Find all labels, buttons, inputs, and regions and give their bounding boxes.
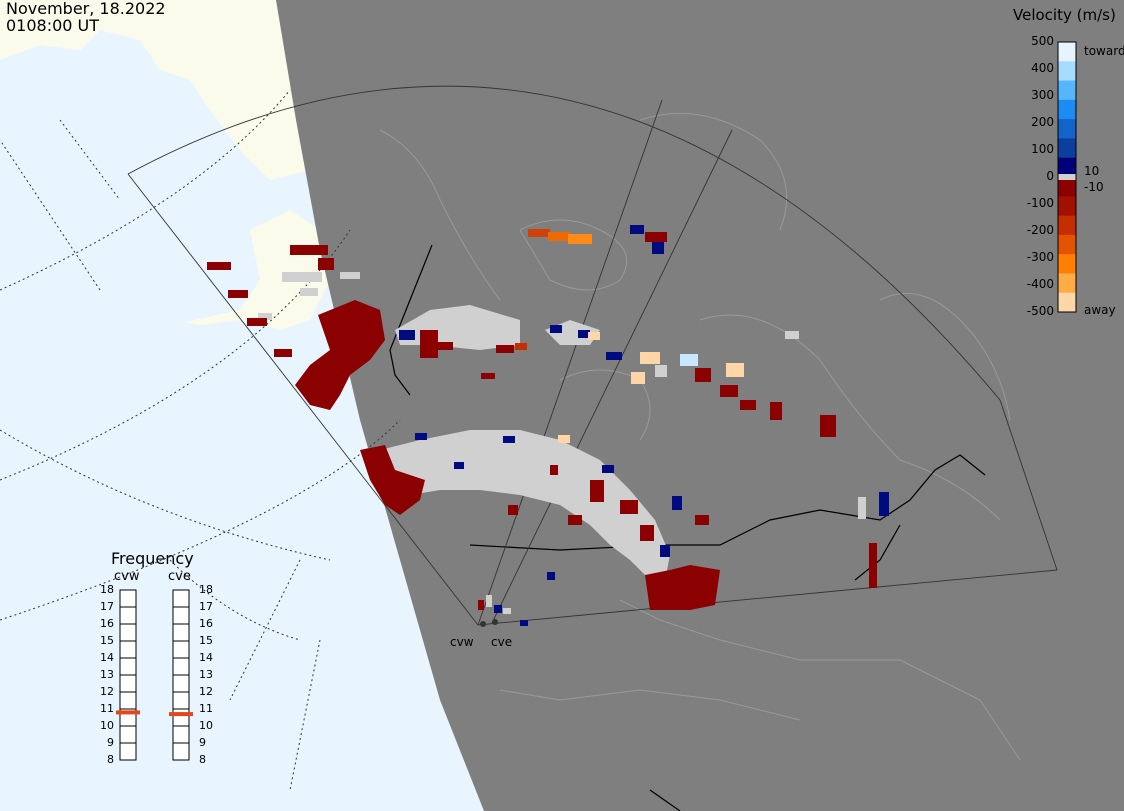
radar-name-cvw: cvw — [114, 569, 140, 584]
frequency-cell — [172, 606, 190, 625]
velocity-color-band — [1058, 273, 1076, 294]
frequency-tick-label: 10 — [199, 719, 213, 732]
frequency-cell — [172, 674, 190, 693]
frequency-tick-label: 15 — [199, 634, 213, 647]
velocity-zero-band — [1058, 174, 1076, 180]
inner-tick-10: 10 — [1084, 164, 1100, 178]
time-label: 0108:00 UT — [6, 16, 100, 35]
velocity-tick-label: 0 — [1046, 169, 1054, 183]
velocity-tick-label: 200 — [1031, 115, 1054, 129]
frequency-cell — [172, 589, 190, 608]
frequency-cell — [172, 640, 190, 659]
velocity-tick-label: 500 — [1031, 34, 1054, 48]
away-label: away — [1084, 303, 1116, 317]
day-land-alaska — [0, 0, 310, 180]
frequency-cell — [119, 725, 137, 744]
velocity-color-band — [1058, 177, 1076, 197]
frequency-tick-label: 12 — [100, 685, 114, 698]
frequency-cell — [119, 623, 137, 642]
velocity-color-band — [1058, 196, 1076, 217]
frequency-cell — [119, 742, 137, 761]
velocity-tick-label: -400 — [1026, 277, 1054, 291]
near-range-scatter — [478, 595, 511, 614]
velocity-color-band — [1058, 234, 1076, 255]
frequency-tick-label: 16 — [199, 617, 213, 630]
frequency-tick-label: 13 — [199, 668, 213, 681]
scatter-blue — [399, 225, 889, 626]
frequency-tick-label: 13 — [100, 668, 114, 681]
velocity-tick-label: 400 — [1031, 61, 1054, 75]
velocity-color-band — [1058, 119, 1076, 139]
frequency-tick-label: 14 — [100, 651, 114, 664]
site-marker-cvw — [480, 621, 486, 627]
frequency-tick-label: 15 — [100, 634, 114, 647]
velocity-tick-label: -300 — [1026, 250, 1054, 264]
inner-tick-minus10: -10 — [1084, 180, 1104, 194]
frequency-cell — [172, 691, 190, 710]
site-label-cvw: cvw — [450, 635, 474, 649]
date-label: November, 18.2022 — [6, 0, 166, 18]
frequency-cell — [119, 691, 137, 710]
frequency-cell — [172, 623, 190, 642]
velocity-color-band — [1058, 42, 1076, 62]
velocity-tick-label: -500 — [1026, 304, 1054, 318]
site-label-cve: cve — [491, 635, 513, 649]
frequency-tick-label: 16 — [100, 617, 114, 630]
frequency-tick-label: 18 — [199, 583, 213, 596]
frequency-tick-label: 12 — [199, 685, 213, 698]
frequency-cell — [172, 725, 190, 744]
frequency-cell — [119, 640, 137, 659]
velocity-color-band — [1058, 80, 1076, 101]
day-land-alaska-south — [185, 210, 330, 330]
coastlines — [379, 112, 1021, 761]
frequency-cell — [119, 657, 137, 676]
frequency-tick-label: 10 — [100, 719, 114, 732]
site-marker-cve — [492, 619, 498, 625]
night-region — [276, 0, 1124, 811]
frequency-tick-label: 9 — [107, 736, 114, 749]
scatter-pale — [558, 332, 744, 443]
velocity-color-band — [1058, 157, 1076, 178]
radar-name-cve: cve — [168, 569, 191, 584]
frequency-tick-label: 11 — [199, 702, 213, 715]
velocity-color-band — [1058, 292, 1076, 313]
frequency-cell — [119, 674, 137, 693]
frequency-boxes — [116, 589, 193, 761]
scatter-red — [207, 232, 877, 610]
velocity-title: Velocity (m/s) — [1013, 6, 1116, 24]
velocity-color-band — [1058, 99, 1076, 120]
velocity-tick-label: 100 — [1031, 142, 1054, 156]
frequency-tick-label: 14 — [199, 651, 213, 664]
velocity-colorbar — [1057, 41, 1077, 313]
frequency-tick-label: 17 — [100, 600, 114, 613]
velocity-color-band — [1058, 254, 1076, 274]
frequency-tick-label: 8 — [107, 753, 114, 766]
frequency-cell — [172, 742, 190, 761]
frequency-cell — [172, 708, 190, 727]
frequency-tick-label: 8 — [199, 753, 206, 766]
velocity-colorbar-border — [1057, 41, 1077, 313]
frequency-cell — [119, 589, 137, 608]
frequency-cell — [172, 657, 190, 676]
velocity-color-band — [1058, 215, 1076, 236]
velocity-color-band — [1058, 138, 1076, 159]
velocity-tick-label: 300 — [1031, 88, 1054, 102]
velocity-color-band — [1058, 61, 1076, 82]
frequency-title: Frequency — [111, 549, 194, 568]
toward-label: toward — [1084, 44, 1124, 58]
frequency-marker-cve — [169, 712, 193, 717]
frequency-tick-label: 9 — [199, 736, 206, 749]
radar-fov — [127, 85, 1058, 626]
frequency-tick-label: 18 — [100, 583, 114, 596]
frequency-tick-label: 11 — [100, 702, 114, 715]
scatter-orange — [515, 229, 592, 350]
velocity-tick-label: -100 — [1026, 196, 1054, 210]
velocity-tick-label: -200 — [1026, 223, 1054, 237]
frequency-marker-cvw — [116, 710, 140, 715]
frequency-tick-label: 17 — [199, 600, 213, 613]
frequency-cell — [119, 606, 137, 625]
